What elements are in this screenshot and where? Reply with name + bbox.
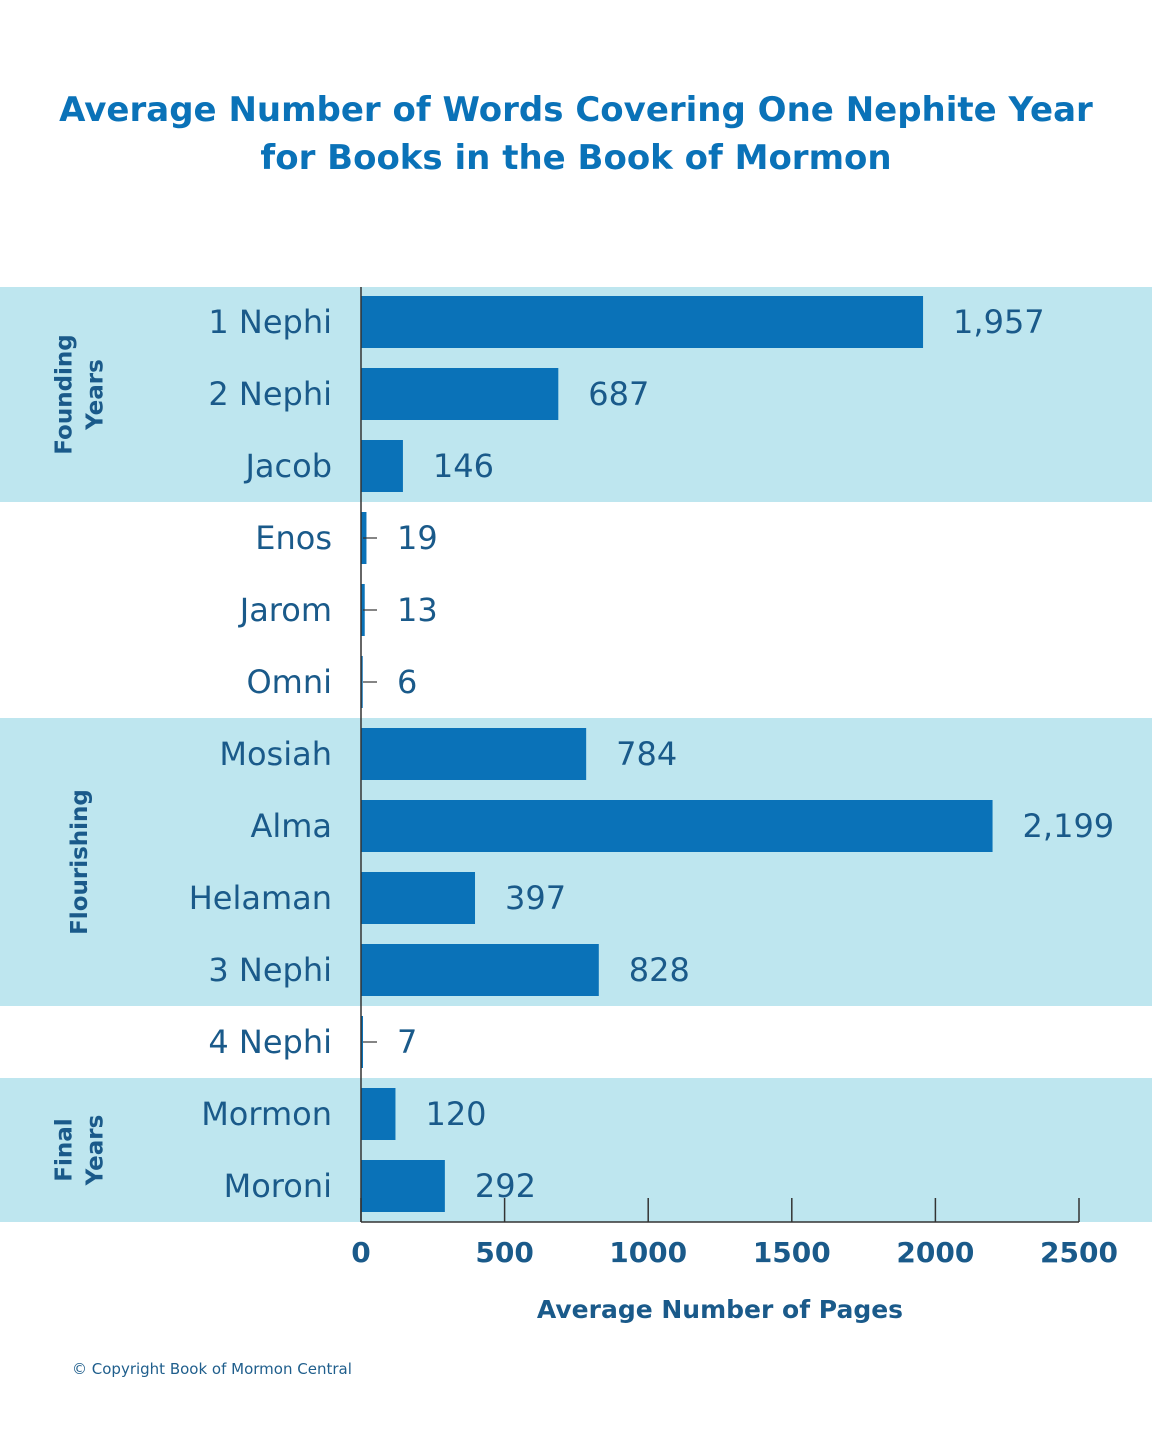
bar xyxy=(361,296,924,348)
copyright-text: © Copyright Book of Mormon Central xyxy=(72,1360,352,1378)
value-label: 292 xyxy=(475,1167,536,1205)
x-tick-label: 1000 xyxy=(609,1236,687,1269)
bar xyxy=(361,1160,445,1212)
value-label: 784 xyxy=(616,735,677,773)
group-label: Years xyxy=(83,359,109,431)
value-label: 19 xyxy=(397,519,438,557)
x-tick-label: 500 xyxy=(475,1236,533,1269)
x-tick-label: 2500 xyxy=(1040,1236,1118,1269)
value-label: 828 xyxy=(629,951,690,989)
bar xyxy=(361,656,363,708)
x-tick-label: 2000 xyxy=(896,1236,974,1269)
value-label: 13 xyxy=(397,591,438,629)
value-label: 1,957 xyxy=(953,303,1045,341)
group-band xyxy=(0,1078,1152,1222)
value-label: 397 xyxy=(505,879,566,917)
value-label: 120 xyxy=(425,1095,486,1133)
value-label: 146 xyxy=(433,447,494,485)
bar xyxy=(361,368,559,420)
bar xyxy=(361,872,476,924)
x-tick-label: 0 xyxy=(351,1236,370,1269)
chart-title: Average Number of Words Covering One Nep… xyxy=(0,86,1152,182)
category-label: 4 Nephi xyxy=(208,1023,332,1061)
category-label: Mosiah xyxy=(219,735,332,773)
category-label: Enos xyxy=(255,519,332,557)
value-label: 2,199 xyxy=(1023,807,1115,845)
bar xyxy=(361,728,587,780)
category-label: Jacob xyxy=(243,447,332,485)
category-label: Moroni xyxy=(224,1167,332,1205)
value-label: 7 xyxy=(397,1023,417,1061)
value-label: 687 xyxy=(588,375,649,413)
category-label: Helaman xyxy=(189,879,332,917)
category-labels: 1 Nephi 2 Nephi Jacob Enos Jarom Omni Mosiah Al… xyxy=(189,303,332,1205)
bar xyxy=(361,1088,396,1140)
x-tick-label: 1500 xyxy=(753,1236,831,1269)
bars xyxy=(361,296,993,1212)
bar xyxy=(361,944,599,996)
group-label: Founding xyxy=(52,334,78,455)
value-label: 6 xyxy=(397,663,417,701)
bar xyxy=(361,800,993,852)
category-label: Alma xyxy=(250,807,332,845)
bar xyxy=(361,440,403,492)
x-axis: 0 500 1000 1500 2000 2500 xyxy=(351,287,1118,1269)
group-label: Flourishing xyxy=(67,789,93,935)
bar xyxy=(361,584,365,636)
x-axis-label: Average Number of Pages xyxy=(537,1295,903,1324)
group-label: Final xyxy=(52,1118,78,1181)
bar xyxy=(361,1016,364,1068)
category-label: 2 Nephi xyxy=(208,375,332,413)
category-label: 3 Nephi xyxy=(208,951,332,989)
category-label: Omni xyxy=(246,663,332,701)
group-label: Years xyxy=(83,1115,109,1187)
chart-title-line-1: Average Number of Words Covering One Nep… xyxy=(59,90,1093,130)
category-label: 1 Nephi xyxy=(208,303,332,341)
chart-title-line-2: for Books in the Book of Mormon xyxy=(260,138,892,178)
category-label: Mormon xyxy=(201,1095,332,1133)
category-label: Jarom xyxy=(238,591,332,629)
